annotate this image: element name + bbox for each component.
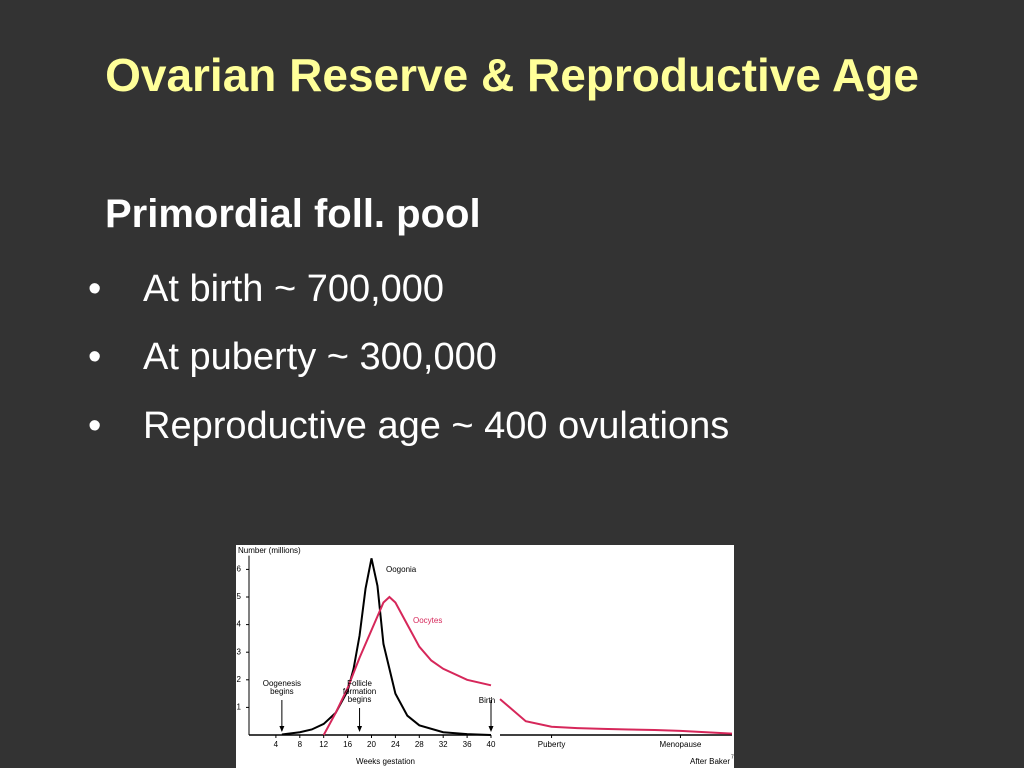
y-tick-label: 6 <box>237 565 242 574</box>
y-tick-label: 2 <box>237 675 242 684</box>
postnatal-line <box>499 698 733 735</box>
bullet: • At birth ~ 700,000 <box>88 268 445 310</box>
bullet-text: Reproductive age ~ 400 ovulations <box>143 405 730 447</box>
y-tick-label: 3 <box>237 647 242 656</box>
x-tick-label: 12 <box>319 740 328 749</box>
arrow-head <box>488 726 494 732</box>
y-axis-label: Number (millions) <box>238 546 301 555</box>
x-tick-label: 4 <box>274 740 279 749</box>
bullet-text: At puberty ~ 300,000 <box>143 336 497 378</box>
x-tick-label: Puberty <box>538 740 566 749</box>
source-ref: 7 <box>731 754 734 760</box>
arrow-head <box>357 726 363 732</box>
y-tick-label: 5 <box>237 592 242 601</box>
x-tick-label: 36 <box>463 740 472 749</box>
bullet: • At puberty ~ 300,000 <box>88 336 497 378</box>
y-tick-label: 4 <box>237 620 242 629</box>
subtitle: Primordial foll. pool <box>105 192 481 236</box>
x-tick-label: 24 <box>391 740 400 749</box>
arrow-head <box>279 726 285 732</box>
annotation: Oogenesis begins <box>263 679 301 696</box>
x-tick-label: 32 <box>439 740 448 749</box>
x-axis-label: Weeks gestation <box>356 757 415 766</box>
annotation: Follicle formation begins <box>343 679 376 704</box>
source: After Baker <box>690 757 730 766</box>
x-tick-label: 20 <box>367 740 376 749</box>
x-tick-label: 40 <box>487 740 496 749</box>
x-tick-label: 16 <box>343 740 352 749</box>
bullet-text: At birth ~ 700,000 <box>143 268 445 310</box>
x-tick-label: Menopause <box>660 740 702 749</box>
series-label: Oocytes <box>413 616 442 625</box>
series-line <box>281 558 492 736</box>
slide-title: Ovarian Reserve & Reproductive Age <box>105 49 919 101</box>
annotation: Birth <box>479 696 495 705</box>
x-tick-label: 28 <box>415 740 424 749</box>
x-tick-label: 8 <box>298 740 303 749</box>
bullet: • Reproductive age ~ 400 ovulations <box>88 405 730 447</box>
y-tick-label: 1 <box>237 703 242 712</box>
series-label: Oogonia <box>386 565 417 574</box>
series-line <box>322 595 492 736</box>
